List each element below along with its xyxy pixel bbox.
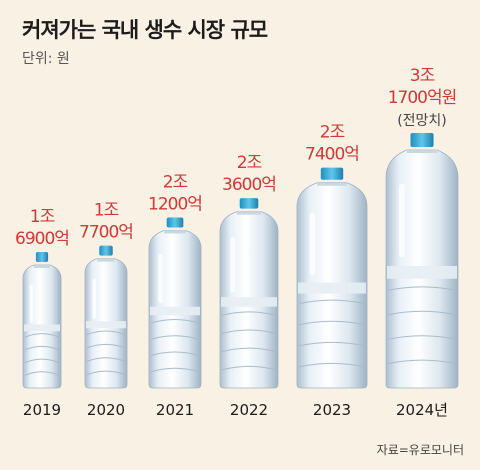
value-label: 1200억 [148, 194, 202, 214]
x-tick-label: 2024년 [396, 401, 448, 419]
value-label: 7400억 [305, 145, 359, 165]
chart-title: 커져가는 국내 생수 시장 규모 [22, 18, 268, 42]
value-label: 7700억 [79, 223, 133, 243]
bottle-bar [84, 245, 128, 389]
bottle-bar [219, 198, 279, 389]
forecast-note: (전망치) [397, 113, 447, 129]
x-tick-label: 2023 [313, 401, 351, 419]
value-label: 1조 [30, 207, 55, 227]
x-tick-label: 2019 [23, 401, 61, 419]
source-note: 자료=유로모니터 [376, 443, 464, 457]
bottle-bar [148, 217, 202, 389]
value-label: 2조 [320, 123, 345, 143]
value-label: 2조 [163, 172, 188, 192]
unit-label: 단위: 원 [22, 51, 70, 67]
value-label: 1700억원 [388, 88, 457, 108]
x-tick-label: 2021 [156, 401, 194, 419]
value-label: 6900억 [15, 229, 69, 249]
bottle-bar [296, 167, 368, 389]
bottle-bar [385, 133, 459, 389]
x-tick-label: 2022 [230, 401, 268, 419]
value-label: 2조 [237, 153, 262, 173]
value-label: 3600억 [222, 175, 276, 195]
x-tick-label: 2020 [87, 401, 125, 419]
value-label: 1조 [94, 201, 119, 221]
value-label: 3조 [410, 66, 435, 86]
bottle-bar [22, 252, 62, 389]
